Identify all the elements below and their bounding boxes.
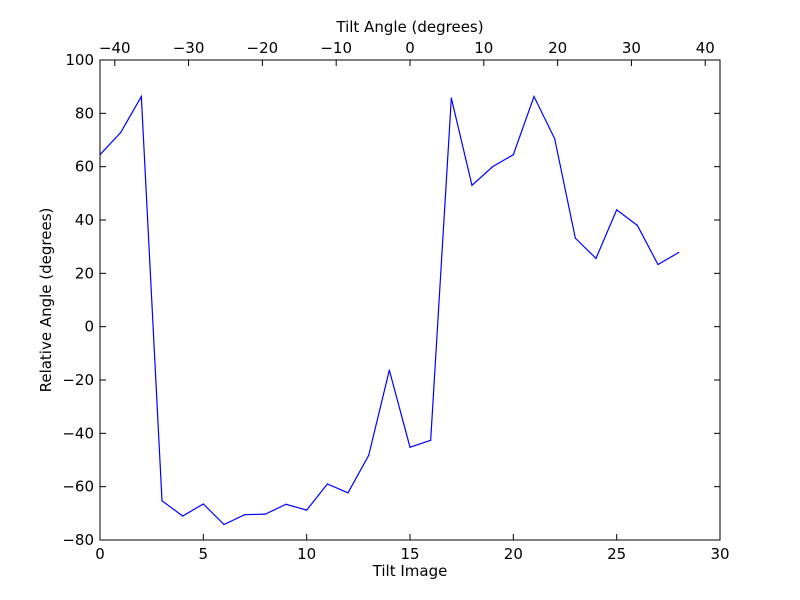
y-tick-label: 80 (75, 104, 94, 122)
top-x-tick-label: 20 (548, 39, 567, 57)
data-point (616, 209, 618, 211)
top-x-tick-label: 40 (696, 39, 715, 57)
data-point (595, 257, 597, 259)
data-point (285, 503, 287, 505)
top-x-axis-ticks: −40 −30 −20 −10 0 10 20 30 40 (99, 39, 715, 66)
y-tick-label: −20 (62, 371, 94, 389)
data-point (492, 166, 494, 168)
x-tick-label: 30 (710, 545, 729, 563)
data-point (161, 500, 163, 502)
data-point (244, 514, 246, 516)
x-tick-label: 0 (95, 545, 105, 563)
y-tick-label: −40 (62, 424, 94, 442)
y-tick-label: −60 (62, 478, 94, 496)
top-x-tick-label: 0 (405, 39, 415, 57)
data-point (306, 509, 308, 511)
y-tick-label: 100 (65, 51, 94, 69)
y-axis-title: Relative Angle (degrees) (37, 208, 55, 393)
top-x-tick-label: −20 (247, 39, 279, 57)
top-x-tick-label: 30 (622, 39, 641, 57)
top-x-tick-label: 10 (474, 39, 493, 57)
top-x-axis-title: Tilt Angle (degrees) (335, 18, 483, 36)
data-point (450, 97, 452, 99)
data-point (140, 95, 142, 98)
data-point (636, 224, 638, 226)
data-point (678, 251, 680, 254)
data-point (471, 184, 473, 186)
data-point (326, 483, 328, 485)
data-point (430, 439, 432, 441)
series-layer (99, 94, 680, 526)
data-point (533, 95, 535, 98)
data-point (347, 492, 349, 494)
data-point (368, 454, 370, 457)
data-point (409, 446, 411, 448)
top-x-tick-label: −30 (173, 39, 205, 57)
data-point (554, 138, 556, 140)
y-tick-label: −80 (62, 531, 94, 549)
x-tick-label: 25 (607, 545, 626, 563)
plot-frame (99, 59, 721, 541)
top-x-tick-label: −10 (320, 39, 352, 57)
data-point (202, 503, 204, 505)
y-tick-label: 0 (84, 318, 94, 336)
y-tick-label: 60 (75, 158, 94, 176)
top-x-tick-label: −40 (99, 39, 131, 57)
data-point (182, 515, 184, 517)
x-axis-ticks: 0 5 10 15 20 25 30 (95, 534, 730, 563)
y-axis-ticks: −80 −60 −40 −20 0 20 40 60 80 100 (62, 51, 720, 549)
x-tick-label: 15 (400, 545, 419, 563)
data-point (574, 237, 576, 239)
data-point (120, 131, 122, 134)
data-point (264, 513, 266, 515)
data-point (223, 523, 225, 526)
x-axis-title: Tilt Image (372, 562, 448, 580)
x-tick-label: 20 (504, 545, 523, 563)
data-point (388, 369, 390, 371)
y-tick-label: 40 (75, 211, 94, 229)
data-point (657, 263, 659, 266)
x-tick-label: 5 (199, 545, 209, 563)
y-tick-label: 20 (75, 264, 94, 282)
x-tick-label: 10 (297, 545, 316, 563)
data-point (512, 154, 514, 156)
